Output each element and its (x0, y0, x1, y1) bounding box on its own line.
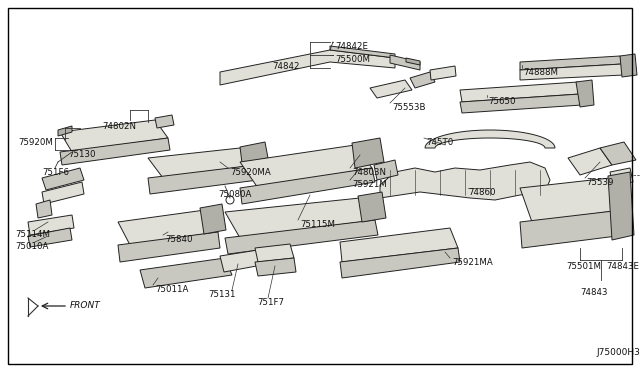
Text: 75500M: 75500M (335, 55, 370, 64)
Polygon shape (460, 94, 582, 113)
Polygon shape (42, 182, 84, 204)
Polygon shape (140, 258, 232, 288)
Text: J75000H3: J75000H3 (596, 348, 640, 357)
Polygon shape (406, 58, 420, 65)
Polygon shape (148, 165, 258, 194)
Polygon shape (576, 80, 594, 107)
Polygon shape (340, 228, 458, 262)
Text: 75114M: 75114M (15, 230, 50, 239)
Text: 74802N: 74802N (102, 122, 136, 131)
Text: 74842E: 74842E (335, 42, 368, 51)
Text: 75115M: 75115M (300, 220, 335, 229)
Polygon shape (240, 142, 268, 163)
Text: 75650: 75650 (488, 97, 515, 106)
Polygon shape (374, 160, 398, 180)
Polygon shape (390, 55, 420, 70)
Polygon shape (58, 126, 72, 136)
Polygon shape (118, 232, 220, 262)
Polygon shape (155, 115, 174, 128)
Polygon shape (28, 215, 74, 235)
Polygon shape (220, 250, 262, 272)
Text: 751F7: 751F7 (257, 298, 284, 307)
Text: 75539: 75539 (586, 178, 613, 187)
Polygon shape (148, 148, 255, 178)
Polygon shape (600, 142, 636, 165)
Polygon shape (410, 72, 435, 88)
Text: 75501M: 75501M (566, 262, 601, 271)
Polygon shape (240, 145, 372, 188)
Text: FRONT: FRONT (70, 301, 100, 311)
Polygon shape (620, 54, 637, 77)
Polygon shape (240, 168, 375, 204)
Polygon shape (28, 228, 72, 247)
Text: 75553B: 75553B (392, 103, 426, 112)
Polygon shape (60, 138, 170, 165)
Polygon shape (358, 192, 386, 222)
Polygon shape (118, 210, 218, 245)
Text: 74888M: 74888M (523, 68, 558, 77)
Polygon shape (330, 46, 395, 58)
Text: 75080A: 75080A (218, 190, 252, 199)
Polygon shape (220, 50, 395, 85)
Text: 74860: 74860 (468, 188, 495, 197)
Polygon shape (460, 82, 580, 102)
Text: 75921M: 75921M (352, 180, 387, 189)
Polygon shape (352, 138, 384, 168)
Text: 751F6: 751F6 (42, 168, 69, 177)
Polygon shape (225, 220, 378, 254)
Text: 75920MA: 75920MA (230, 168, 271, 177)
Polygon shape (425, 130, 555, 148)
Polygon shape (36, 200, 52, 218)
Text: 75011A: 75011A (155, 285, 188, 294)
Polygon shape (255, 244, 294, 262)
Text: 75010A: 75010A (15, 242, 49, 251)
Polygon shape (520, 178, 622, 222)
Polygon shape (225, 198, 375, 238)
Polygon shape (520, 56, 622, 70)
Text: 74803N: 74803N (352, 168, 386, 177)
Polygon shape (520, 210, 625, 248)
Text: 75131: 75131 (208, 290, 236, 299)
Polygon shape (610, 168, 633, 186)
Polygon shape (340, 248, 460, 278)
Polygon shape (255, 258, 296, 276)
Text: 75921MA: 75921MA (452, 258, 493, 267)
Polygon shape (60, 120, 168, 152)
Text: 75840: 75840 (165, 235, 193, 244)
Text: 75920M: 75920M (18, 138, 53, 147)
Text: 74843: 74843 (580, 288, 607, 297)
Polygon shape (200, 204, 226, 234)
Text: 74843E: 74843E (606, 262, 639, 271)
Polygon shape (520, 64, 624, 80)
Text: 745T0: 745T0 (426, 138, 453, 147)
Polygon shape (568, 148, 612, 175)
Polygon shape (380, 162, 550, 200)
Polygon shape (430, 66, 456, 80)
Text: 75130: 75130 (68, 150, 95, 159)
Text: 74842: 74842 (272, 62, 300, 71)
Polygon shape (370, 80, 412, 98)
Polygon shape (608, 172, 634, 240)
Polygon shape (42, 168, 84, 190)
